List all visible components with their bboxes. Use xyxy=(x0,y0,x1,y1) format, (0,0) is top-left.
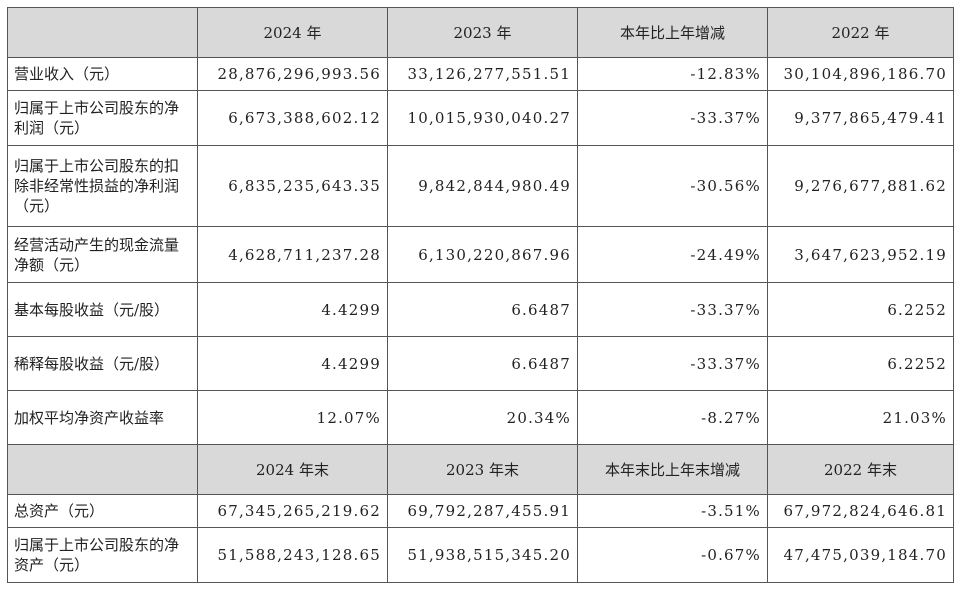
cell-change: -12.83% xyxy=(577,57,768,91)
cell-change: -0.67% xyxy=(577,527,768,583)
table-row: 营业收入（元） 28,876,296,993.56 33,126,277,551… xyxy=(7,57,954,91)
cell-2022: 6.2252 xyxy=(767,336,954,391)
subheader-2022-end: 2022 年末 xyxy=(767,444,954,495)
cell-2022: 47,475,039,184.70 xyxy=(767,527,954,583)
cell-2024: 12.07% xyxy=(197,390,388,445)
cell-2022: 9,276,677,881.62 xyxy=(767,145,954,227)
cell-2023: 6,130,220,867.96 xyxy=(387,226,578,283)
cell-2023: 20.34% xyxy=(387,390,578,445)
cell-change: -33.37% xyxy=(577,90,768,146)
cell-2022: 9,377,865,479.41 xyxy=(767,90,954,146)
table-header-row: 2024 年 2023 年 本年比上年增减 2022 年 xyxy=(7,7,954,58)
cell-2023: 33,126,277,551.51 xyxy=(387,57,578,91)
table-row: 归属于上市公司股东的净资产（元） 51,588,243,128.65 51,93… xyxy=(7,527,954,583)
table-subheader-row: 2024 年末 2023 年末 本年末比上年末增减 2022 年末 xyxy=(7,444,954,495)
cell-2023: 6.6487 xyxy=(387,336,578,391)
cell-2023: 9,842,844,980.49 xyxy=(387,145,578,227)
cell-2023: 69,792,287,455.91 xyxy=(387,494,578,528)
row-label: 归属于上市公司股东的扣除非经常性损益的净利润（元） xyxy=(7,145,198,227)
row-label: 归属于上市公司股东的净资产（元） xyxy=(7,527,198,583)
table-row: 总资产（元） 67,345,265,219.62 69,792,287,455.… xyxy=(7,494,954,528)
cell-2024: 4,628,711,237.28 xyxy=(197,226,388,283)
cell-change: -33.37% xyxy=(577,336,768,391)
header-change: 本年比上年增减 xyxy=(577,7,768,58)
subheader-blank-cell xyxy=(7,444,198,495)
header-2022: 2022 年 xyxy=(767,7,954,58)
cell-2024: 6,835,235,643.35 xyxy=(197,145,388,227)
table-row: 归属于上市公司股东的扣除非经常性损益的净利润（元） 6,835,235,643.… xyxy=(7,145,954,227)
row-label: 营业收入（元） xyxy=(7,57,198,91)
header-blank-cell xyxy=(7,7,198,58)
row-label: 经营活动产生的现金流量净额（元） xyxy=(7,226,198,283)
cell-2022: 3,647,623,952.19 xyxy=(767,226,954,283)
cell-2024: 51,588,243,128.65 xyxy=(197,527,388,583)
cell-2024: 4.4299 xyxy=(197,336,388,391)
cell-change: -3.51% xyxy=(577,494,768,528)
cell-2024: 4.4299 xyxy=(197,282,388,337)
subheader-change: 本年末比上年末增减 xyxy=(577,444,768,495)
row-label: 稀释每股收益（元/股） xyxy=(7,336,198,391)
row-label: 基本每股收益（元/股） xyxy=(7,282,198,337)
table-row: 归属于上市公司股东的净利润（元） 6,673,388,602.12 10,015… xyxy=(7,90,954,146)
cell-2022: 6.2252 xyxy=(767,282,954,337)
cell-2024: 6,673,388,602.12 xyxy=(197,90,388,146)
key-financial-data-table: 2024 年 2023 年 本年比上年增减 2022 年 营业收入（元） 28,… xyxy=(7,7,954,583)
cell-2023: 10,015,930,040.27 xyxy=(387,90,578,146)
cell-2022: 67,972,824,646.81 xyxy=(767,494,954,528)
table-row: 加权平均净资产收益率 12.07% 20.34% -8.27% 21.03% xyxy=(7,390,954,445)
financial-table-container: 2024 年 2023 年 本年比上年增减 2022 年 营业收入（元） 28,… xyxy=(7,7,954,583)
table-row: 稀释每股收益（元/股） 4.4299 6.6487 -33.37% 6.2252 xyxy=(7,336,954,391)
cell-change: -33.37% xyxy=(577,282,768,337)
subheader-2023-end: 2023 年末 xyxy=(387,444,578,495)
cell-2023: 6.6487 xyxy=(387,282,578,337)
cell-2024: 67,345,265,219.62 xyxy=(197,494,388,528)
cell-2022: 30,104,896,186.70 xyxy=(767,57,954,91)
cell-change: -24.49% xyxy=(577,226,768,283)
table-row: 基本每股收益（元/股） 4.4299 6.6487 -33.37% 6.2252 xyxy=(7,282,954,337)
cell-2022: 21.03% xyxy=(767,390,954,445)
row-label: 总资产（元） xyxy=(7,494,198,528)
subheader-2024-end: 2024 年末 xyxy=(197,444,388,495)
row-label: 加权平均净资产收益率 xyxy=(7,390,198,445)
header-2024: 2024 年 xyxy=(197,7,388,58)
row-label: 归属于上市公司股东的净利润（元） xyxy=(7,90,198,146)
cell-2023: 51,938,515,345.20 xyxy=(387,527,578,583)
cell-2024: 28,876,296,993.56 xyxy=(197,57,388,91)
header-2023: 2023 年 xyxy=(387,7,578,58)
cell-change: -30.56% xyxy=(577,145,768,227)
table-row: 经营活动产生的现金流量净额（元） 4,628,711,237.28 6,130,… xyxy=(7,226,954,283)
cell-change: -8.27% xyxy=(577,390,768,445)
